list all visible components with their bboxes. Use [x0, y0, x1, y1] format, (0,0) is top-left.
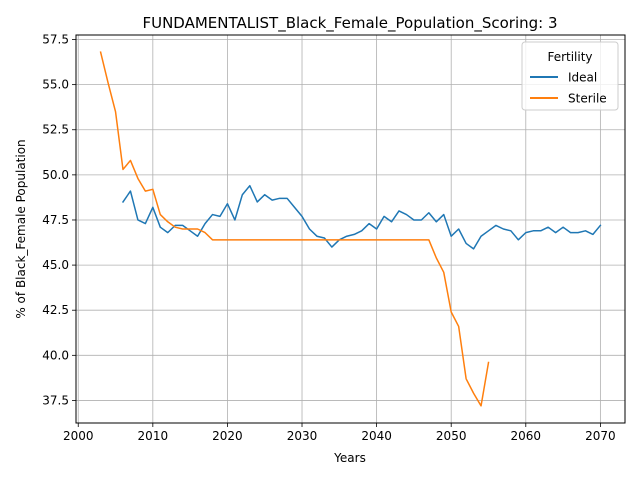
series-line-ideal: [121, 184, 602, 250]
y-tick-label: 55.0: [42, 78, 69, 92]
legend-label-sterile: Sterile: [568, 92, 607, 106]
x-axis-ticks: 2000 2010 2020 2030 2040 2050 2060 2070: [63, 423, 616, 443]
legend: Fertility Ideal Sterile: [521, 41, 619, 111]
x-tick-label: 2060: [511, 429, 542, 443]
x-tick-label: 2000: [63, 429, 94, 443]
y-tick-label: 40.0: [42, 348, 69, 362]
legend-title: Fertility: [547, 50, 592, 64]
x-tick-label: 2050: [436, 429, 467, 443]
y-tick-label: 57.5: [42, 33, 69, 47]
y-tick-label: 52.5: [42, 123, 69, 137]
x-axis-label: Years: [333, 451, 366, 465]
y-axis-ticks: 37.5 40.0 42.5 45.0 47.5 50.0 52.5 55.0 57.5: [42, 33, 76, 407]
x-tick-label: 2070: [585, 429, 616, 443]
y-tick-label: 50.0: [42, 168, 69, 182]
series-lines: [99, 51, 602, 407]
x-tick-label: 2020: [212, 429, 243, 443]
x-tick-label: 2040: [361, 429, 392, 443]
x-tick-label: 2010: [138, 429, 169, 443]
y-axis-label: % of Black_Female Population: [14, 139, 28, 318]
y-tick-label: 37.5: [42, 393, 69, 407]
y-tick-label: 47.5: [42, 213, 69, 227]
x-tick-label: 2030: [287, 429, 318, 443]
chart-title: FUNDAMENTALIST_Black_Female_Population_S…: [142, 14, 557, 33]
plot-frame: [75, 34, 626, 424]
legend-label-ideal: Ideal: [568, 71, 597, 85]
legend-box: [521, 41, 619, 111]
y-tick-label: 42.5: [42, 303, 69, 317]
series-line-sterile: [99, 51, 490, 407]
y-tick-label: 45.0: [42, 258, 69, 272]
